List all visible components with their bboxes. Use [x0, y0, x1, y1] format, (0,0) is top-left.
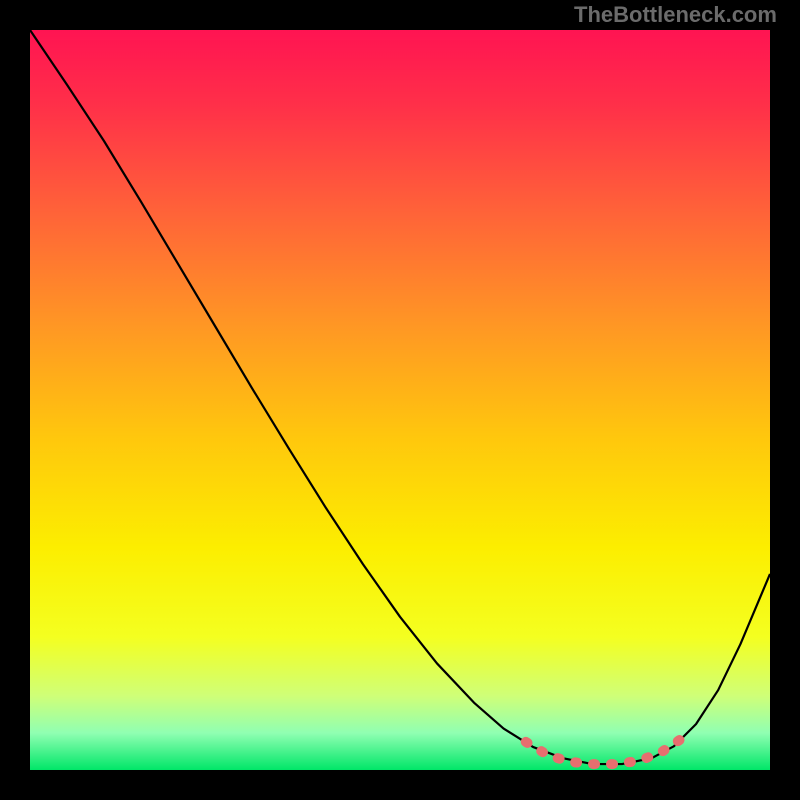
watermark-text: TheBottleneck.com [574, 2, 777, 28]
bottleneck-chart [0, 0, 800, 800]
chart-background [30, 30, 770, 770]
